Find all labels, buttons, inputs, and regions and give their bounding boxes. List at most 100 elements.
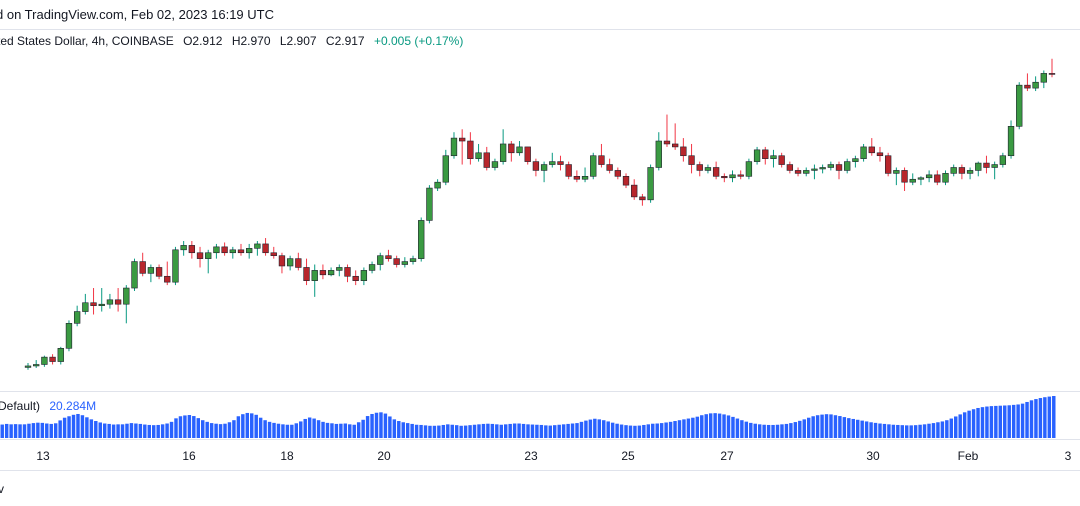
candle-body <box>655 140 662 168</box>
candle-body <box>188 245 196 254</box>
candle-body <box>934 174 941 183</box>
volume-bar <box>775 424 780 438</box>
candle-body <box>688 155 695 165</box>
candle-body <box>385 255 392 259</box>
volume-bar <box>285 424 290 438</box>
volume-bar <box>76 413 80 438</box>
volume-value: 20.284M <box>49 399 97 413</box>
candle <box>139 252 146 277</box>
candle-body <box>721 176 728 179</box>
candle <box>426 185 433 224</box>
candle <box>385 249 392 262</box>
time-tick-label: 30 <box>866 449 880 463</box>
ohlc-high: H2.970 <box>231 34 271 48</box>
volume-bar <box>1029 400 1034 438</box>
candle-body <box>368 264 376 271</box>
volume-bar <box>553 425 557 438</box>
volume-bar <box>111 424 116 438</box>
candle-body <box>24 365 32 368</box>
candle-body <box>270 252 277 256</box>
candle <box>221 242 228 256</box>
volume-bar <box>53 423 58 438</box>
volume-bar <box>1016 404 1020 438</box>
candle-body <box>942 173 949 183</box>
candle-body <box>491 161 499 168</box>
volume-bar <box>454 425 459 438</box>
candle <box>82 293 89 315</box>
volume-bar <box>869 422 873 438</box>
candle <box>344 264 351 283</box>
volume-bar <box>615 423 619 438</box>
volume-bar <box>512 423 517 438</box>
candle-body <box>319 270 327 276</box>
volume-bar <box>1007 405 1011 438</box>
volume-bar <box>165 423 169 438</box>
candle <box>844 158 851 174</box>
volume-bar <box>909 425 913 438</box>
candle-body <box>147 267 155 274</box>
candle <box>942 170 949 186</box>
volume-bar <box>1034 399 1038 438</box>
volume-bar <box>624 425 628 438</box>
time-tick-label: 16 <box>182 449 196 463</box>
volume-bar <box>593 418 597 438</box>
candle <box>262 238 269 256</box>
volume-bar <box>147 424 151 438</box>
volume-bar <box>655 423 659 438</box>
volume-bar <box>526 424 530 438</box>
volume-bar <box>299 421 303 438</box>
candle-body <box>73 311 81 324</box>
volume-bar <box>1047 396 1052 438</box>
candle <box>581 167 589 183</box>
candle-body <box>246 248 253 254</box>
volume-bar <box>731 416 735 438</box>
candle <box>336 264 343 277</box>
volume-bar <box>205 421 209 438</box>
time-tick-label: Feb <box>958 449 979 463</box>
candle <box>786 161 794 174</box>
volume-bar <box>36 422 40 438</box>
volume-bar <box>236 416 241 438</box>
volume-bar <box>472 424 477 438</box>
candle <box>319 264 327 280</box>
candle-body <box>696 164 703 171</box>
volume-bar <box>294 423 299 438</box>
candle <box>958 164 966 180</box>
volume-bar <box>281 424 285 438</box>
volume-bar <box>254 414 258 438</box>
candle <box>647 164 654 203</box>
candle <box>393 255 400 268</box>
volume-bar <box>1011 404 1016 438</box>
candle <box>1040 70 1047 89</box>
volume-bar <box>927 423 931 438</box>
candle <box>672 123 679 150</box>
candle <box>123 285 130 324</box>
volume-bar <box>700 415 704 438</box>
volume-bar <box>936 422 940 438</box>
volume-bar <box>958 414 962 438</box>
volume-bar <box>27 423 31 438</box>
volume-bar <box>980 407 985 438</box>
candle-body <box>434 181 441 189</box>
candle <box>49 354 56 365</box>
candle <box>975 161 982 177</box>
candle <box>1032 76 1039 92</box>
candle <box>524 146 531 165</box>
volume-bar <box>325 422 330 438</box>
candle-body <box>516 146 523 154</box>
time-tick-label: 3 <box>1065 449 1072 463</box>
candle-body <box>1032 81 1039 89</box>
volume-bar <box>913 425 918 438</box>
candle <box>508 141 515 162</box>
candle <box>893 167 900 186</box>
candle <box>327 267 335 277</box>
candle <box>811 164 818 180</box>
candle <box>622 173 630 189</box>
volume-bar <box>682 419 686 438</box>
volume-bar <box>610 422 615 438</box>
candle <box>925 170 933 183</box>
volume-bar <box>887 424 891 438</box>
candle-body <box>794 170 802 174</box>
volume-bar <box>651 423 655 438</box>
